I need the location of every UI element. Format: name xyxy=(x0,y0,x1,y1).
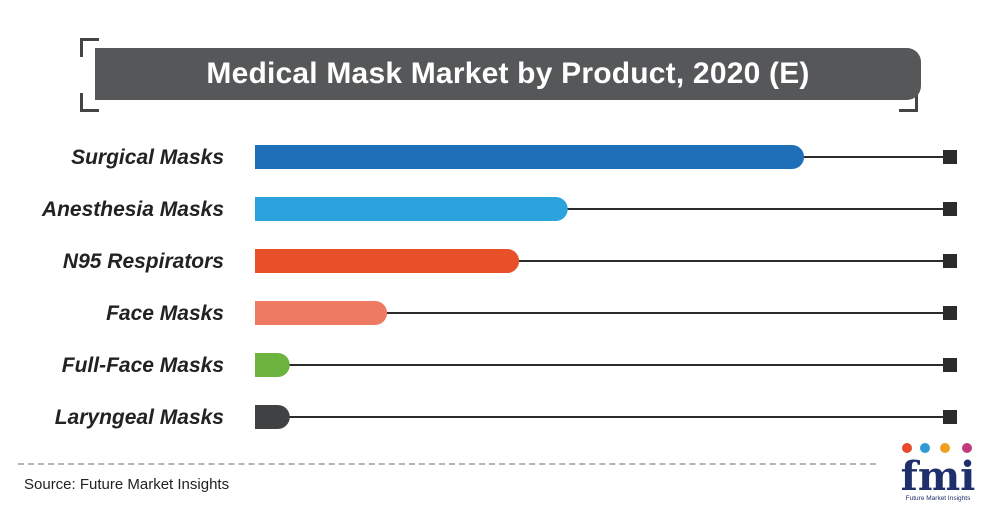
category-label: Full-Face Masks xyxy=(62,354,224,377)
track-end-marker xyxy=(943,358,957,372)
bar xyxy=(255,249,520,273)
category-label: Laryngeal Masks xyxy=(55,406,224,429)
category-label: Anesthesia Masks xyxy=(41,198,224,221)
logo-dot-4 xyxy=(962,443,972,453)
logo-subtitle: Future Market Insights xyxy=(905,495,971,502)
bar-chart: Surgical Masks Anesthesia Masks N95 Respir… xyxy=(41,145,957,429)
track-end-marker xyxy=(943,150,957,164)
logo-dot-2 xyxy=(920,443,930,453)
bar xyxy=(255,301,388,325)
chart-title: Medical Mask Market by Product, 2020 (E) xyxy=(206,57,810,90)
track-end-marker xyxy=(943,306,957,320)
track-end-marker xyxy=(943,202,957,216)
category-label: N95 Respirators xyxy=(63,250,224,273)
frame-corner-bottom-left xyxy=(80,93,99,112)
logo-dot-1 xyxy=(902,443,912,453)
title-frame xyxy=(80,38,918,112)
logo-dot-3 xyxy=(940,443,950,453)
footer-divider xyxy=(18,463,876,465)
fmi-logo: fmi xyxy=(901,443,976,500)
category-label: Face Masks xyxy=(106,302,224,325)
bar xyxy=(255,145,805,169)
logo-text: fmi xyxy=(901,453,976,500)
track-end-marker xyxy=(943,410,957,424)
frame-corner-bottom-right xyxy=(899,93,918,112)
track-end-marker xyxy=(943,254,957,268)
category-label: Surgical Masks xyxy=(71,146,224,169)
source-note: Source: Future Market Insights xyxy=(24,476,230,493)
title-banner: Medical Mask Market by Product, 2020 (E) xyxy=(95,48,921,100)
frame-corner-top-left xyxy=(80,38,99,57)
bar xyxy=(255,353,290,377)
bar xyxy=(255,197,568,221)
bar xyxy=(255,405,290,429)
